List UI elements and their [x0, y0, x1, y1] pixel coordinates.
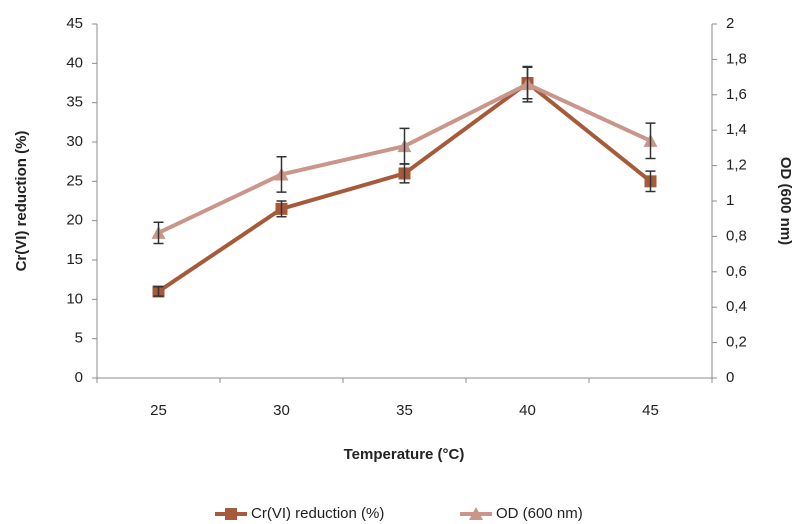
- legend-marker: [469, 507, 483, 520]
- x-tick-label: 30: [273, 402, 290, 419]
- x-tick-label: 35: [396, 402, 413, 419]
- y2-tick-label: 1: [726, 192, 734, 209]
- y2-tick-label: 0,6: [726, 263, 747, 280]
- y2-tick-label: 1,4: [726, 121, 747, 138]
- y-tick-label: 30: [66, 133, 83, 150]
- y-axis-title: Cr(VI) reduction (%): [13, 131, 30, 272]
- y2-tick-label: 0,2: [726, 334, 747, 351]
- y-tick-label: 15: [66, 251, 83, 268]
- y2-tick-label: 1,6: [726, 86, 747, 103]
- error-bar: [276, 200, 287, 218]
- legend-label: OD (600 nm): [496, 505, 583, 522]
- y2-tick-label: 2: [726, 15, 734, 32]
- y-tick-label: 20: [66, 212, 83, 229]
- error-bar: [645, 170, 656, 193]
- series-line: [157, 80, 652, 294]
- x-tick-label: 25: [150, 402, 167, 419]
- error-bar: [399, 127, 410, 165]
- y2-axis-title: OD (600 nm): [777, 157, 794, 245]
- x-axis-title: Temperature (°C): [344, 446, 465, 463]
- legend-label: Cr(VI) reduction (%): [251, 505, 384, 522]
- y-tick-label: 45: [66, 15, 83, 32]
- y-tick-label: 10: [66, 290, 83, 307]
- error-bar: [276, 156, 287, 193]
- error-bar: [153, 285, 164, 297]
- y2-tick-label: 1,2: [726, 157, 747, 174]
- y-tick-label: 25: [66, 172, 83, 189]
- error-bar: [645, 122, 656, 160]
- y2-tick-label: 0: [726, 369, 734, 386]
- y2-tick-label: 1,8: [726, 50, 747, 67]
- error-bar: [153, 221, 164, 245]
- y2-tick-label: 0,4: [726, 298, 747, 315]
- y2-tick-label: 0,8: [726, 227, 747, 244]
- x-tick-label: 45: [642, 402, 659, 419]
- y-tick-label: 40: [66, 54, 83, 71]
- x-tick-label: 40: [519, 402, 536, 419]
- legend-marker: [225, 508, 237, 520]
- y-tick-label: 5: [75, 330, 83, 347]
- error-bar: [522, 65, 533, 103]
- y-tick-label: 35: [66, 94, 83, 111]
- y-tick-label: 0: [75, 369, 83, 386]
